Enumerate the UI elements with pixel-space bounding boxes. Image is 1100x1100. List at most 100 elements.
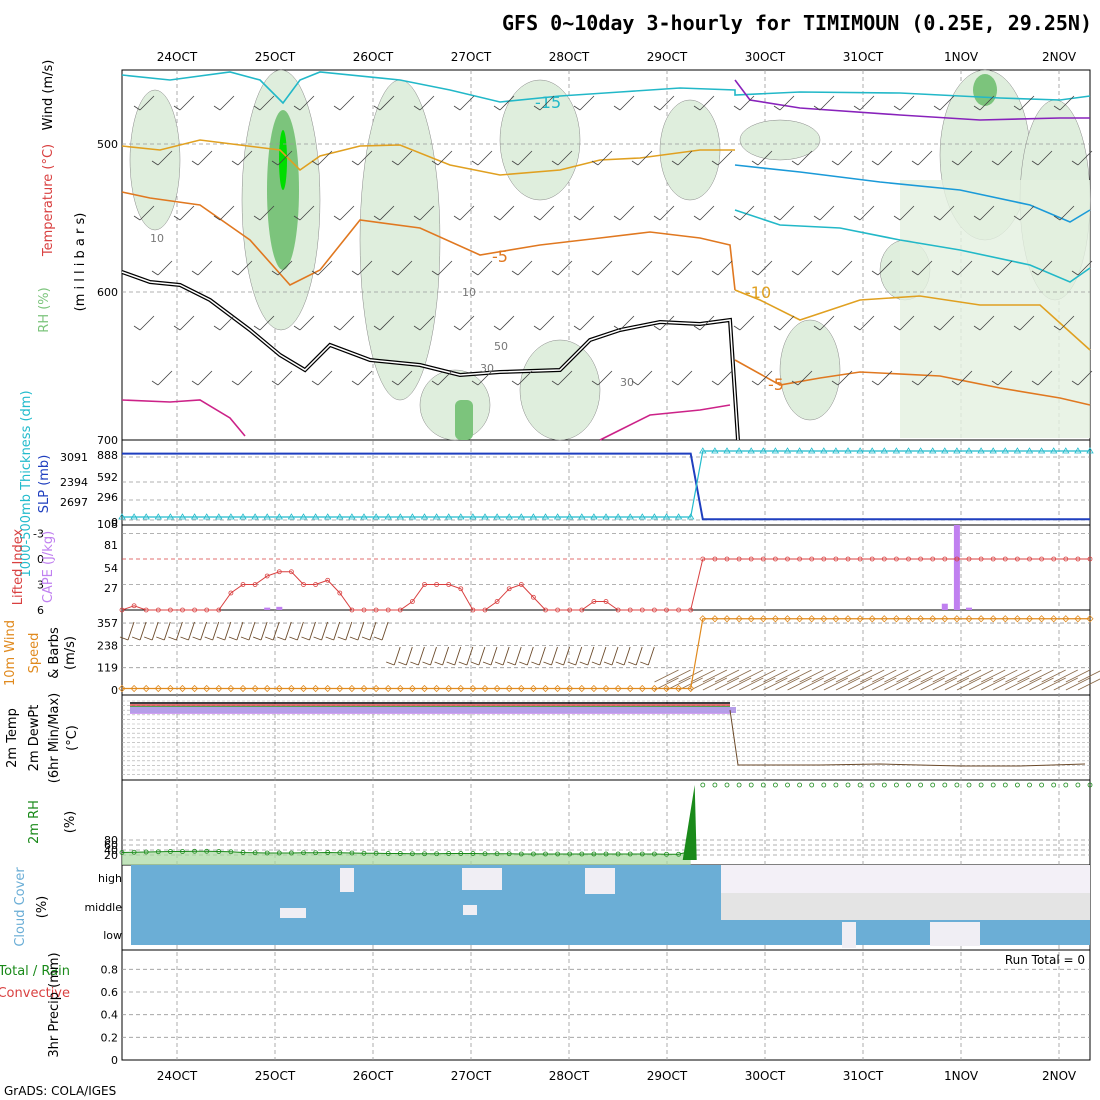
wind-barb bbox=[1071, 370, 1093, 386]
thickness-marker bbox=[674, 513, 683, 520]
lifted-index-marker bbox=[676, 607, 681, 613]
isotherm-minus-5-late bbox=[734, 359, 1091, 406]
wind-speed-marker bbox=[191, 684, 199, 693]
lifted-index-marker bbox=[797, 556, 802, 562]
thickness-marker bbox=[1086, 447, 1094, 454]
wind-barb bbox=[413, 205, 435, 221]
temp-line-late bbox=[729, 709, 1086, 767]
rh2m-marker bbox=[966, 782, 972, 788]
rh2m-marker bbox=[652, 851, 657, 857]
wind-barb-10m bbox=[373, 621, 389, 641]
wind-barb-10m bbox=[1017, 669, 1042, 683]
thickness-marker bbox=[602, 513, 610, 520]
thickness-marker bbox=[723, 447, 731, 454]
bottom-tick-label: 30OCT bbox=[745, 1069, 786, 1083]
wind-barb bbox=[413, 95, 435, 111]
rh2m-marker bbox=[422, 851, 427, 857]
wind-barb-10m bbox=[702, 669, 728, 683]
lifted-index-marker bbox=[143, 607, 149, 613]
wind-barb bbox=[1053, 95, 1075, 111]
panel-label: Wind (m/s) bbox=[41, 60, 56, 131]
lifted-index-marker bbox=[845, 556, 851, 562]
wind-barb bbox=[391, 150, 413, 166]
rh2m-marker bbox=[1087, 782, 1093, 788]
wind-speed-marker bbox=[457, 684, 465, 693]
contour-label: 30 bbox=[620, 376, 634, 389]
wind-barb-10m bbox=[1029, 677, 1054, 691]
rh-high-region bbox=[973, 74, 997, 106]
thickness-marker bbox=[493, 513, 501, 520]
cape-y-tick: 81 bbox=[104, 539, 118, 552]
rh2m-marker bbox=[869, 782, 875, 788]
rh2m-marker bbox=[555, 851, 560, 857]
wind-barb bbox=[653, 95, 675, 111]
panel-label: SLP (mb) bbox=[37, 455, 52, 514]
wind-barb bbox=[911, 150, 933, 166]
panel-label: (m i l l i b a r s) bbox=[73, 213, 88, 312]
wind-barb bbox=[511, 150, 533, 166]
wind-barb-10m bbox=[119, 621, 135, 641]
wind-speed-marker bbox=[287, 684, 295, 693]
wind-barb bbox=[653, 315, 675, 331]
rh-shading-region bbox=[129, 89, 181, 231]
wind-speed-marker bbox=[626, 684, 634, 693]
rh2m-marker bbox=[954, 782, 960, 788]
wind-barb bbox=[351, 150, 373, 166]
lifted-index-marker bbox=[167, 607, 173, 613]
rh2m-marker bbox=[506, 851, 512, 857]
wind-barb bbox=[853, 205, 875, 221]
wind-barb-10m bbox=[775, 669, 800, 683]
lifted-index-marker bbox=[591, 599, 597, 604]
thickness-marker bbox=[977, 447, 985, 454]
wind-speed-marker bbox=[832, 615, 840, 623]
wind-barb-10m bbox=[1041, 669, 1066, 683]
wind-speed-marker bbox=[178, 684, 187, 693]
wind-barb-10m bbox=[860, 677, 885, 691]
wind-barb bbox=[733, 315, 755, 331]
thickness-marker bbox=[227, 513, 235, 520]
rh-shading-region bbox=[779, 319, 841, 421]
wind-speed-marker bbox=[578, 684, 586, 693]
wind-barb-10m bbox=[811, 669, 836, 683]
wind-barb-10m bbox=[289, 621, 304, 641]
rh2m-area bbox=[122, 851, 691, 865]
wind-barb bbox=[871, 260, 893, 276]
rh2m-marker bbox=[1039, 782, 1044, 788]
wind-barb bbox=[573, 95, 595, 111]
thickness-marker bbox=[481, 513, 489, 520]
lifted-index-marker bbox=[1002, 556, 1008, 562]
wind-barb-10m bbox=[896, 677, 921, 691]
wind-barb bbox=[471, 370, 493, 386]
thickness-marker bbox=[311, 513, 320, 520]
thickness-marker bbox=[360, 513, 368, 520]
wind-speed-marker bbox=[372, 684, 380, 693]
rh2m-marker bbox=[180, 849, 185, 854]
rh2m-marker bbox=[845, 782, 851, 788]
wind-barb-10m bbox=[361, 621, 377, 641]
rh2m-marker bbox=[167, 849, 173, 854]
thickness-marker bbox=[832, 447, 840, 454]
lifted-index-marker bbox=[131, 603, 137, 609]
contour-label: -15 bbox=[535, 93, 561, 112]
wind-barb bbox=[591, 150, 613, 166]
wind-barb bbox=[733, 205, 755, 221]
wind-speed-marker bbox=[433, 684, 441, 693]
lifted-index-marker bbox=[555, 607, 560, 613]
rh2m-marker bbox=[990, 782, 996, 788]
thickness-marker bbox=[541, 513, 550, 520]
isotherm-minus-15-late bbox=[734, 209, 1091, 283]
wind-speed-marker bbox=[1062, 615, 1070, 623]
thickness-marker bbox=[565, 513, 574, 520]
wind-speed-marker bbox=[808, 615, 816, 623]
lifted-index-marker bbox=[470, 607, 476, 613]
wind-barb-10m bbox=[884, 669, 909, 683]
wind-barb-10m bbox=[763, 669, 788, 683]
wind-barb bbox=[551, 260, 573, 276]
wind-barb bbox=[311, 150, 333, 166]
wind-barb bbox=[893, 95, 915, 111]
wind-barb bbox=[773, 205, 795, 221]
wind-barb-10m bbox=[714, 677, 740, 691]
wind-speed-marker bbox=[408, 684, 416, 693]
rh2m-marker bbox=[288, 850, 294, 856]
wind-barb bbox=[133, 95, 155, 111]
